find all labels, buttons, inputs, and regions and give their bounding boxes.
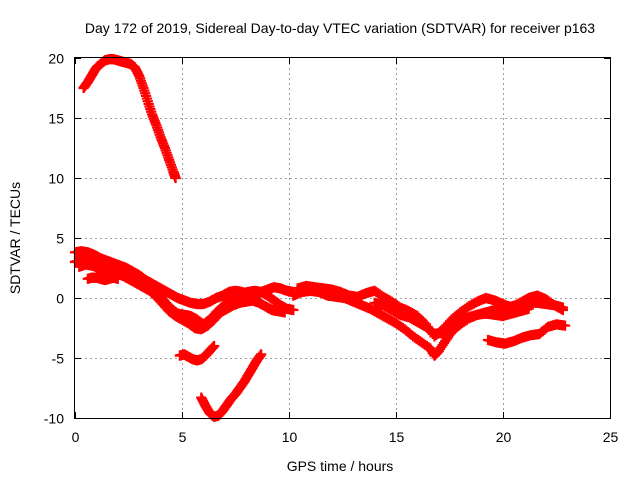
y-tick-label: -10 bbox=[44, 411, 64, 427]
y-tick-label: 0 bbox=[56, 291, 64, 307]
data-point bbox=[209, 340, 220, 352]
y-tick-label: 15 bbox=[48, 111, 64, 127]
x-tick-label: 10 bbox=[282, 429, 298, 445]
x-tick-label: 5 bbox=[179, 429, 187, 445]
x-tick-label: 25 bbox=[603, 429, 619, 445]
chart-title: Day 172 of 2019, Sidereal Day-to-day VTE… bbox=[85, 20, 595, 36]
data-point bbox=[557, 304, 569, 316]
series-late-c bbox=[369, 297, 534, 340]
series-track-c bbox=[74, 259, 290, 335]
data-point bbox=[279, 307, 290, 318]
y-tick-label: 10 bbox=[48, 171, 64, 187]
x-tick-label: 15 bbox=[389, 429, 405, 445]
y-axis-label: SDTVAR / TECUs bbox=[7, 182, 23, 294]
y-tick-label: 5 bbox=[56, 231, 64, 247]
series-short-a bbox=[82, 272, 123, 286]
series-late-d bbox=[482, 319, 571, 349]
data-point bbox=[523, 303, 534, 314]
data-point bbox=[112, 273, 123, 284]
y-tick-label: 20 bbox=[48, 51, 64, 67]
data-point bbox=[170, 172, 181, 184]
y-tick-label: -5 bbox=[52, 351, 65, 367]
data-point bbox=[559, 320, 571, 331]
x-axis-label: GPS time / hours bbox=[287, 458, 394, 474]
series-early-high bbox=[78, 54, 181, 184]
data-series bbox=[69, 54, 571, 422]
x-tick-label: 0 bbox=[72, 429, 80, 445]
axis-ticks: 0 5 10 15 20 25 -10 -5 0 5 10 15 20 bbox=[44, 51, 619, 446]
data-point bbox=[288, 304, 299, 316]
data-point bbox=[256, 349, 267, 360]
series-low-dip bbox=[196, 349, 267, 422]
series-mid-dip bbox=[174, 340, 220, 366]
x-tick-label: 20 bbox=[496, 429, 512, 445]
plot-frame bbox=[74, 57, 611, 419]
